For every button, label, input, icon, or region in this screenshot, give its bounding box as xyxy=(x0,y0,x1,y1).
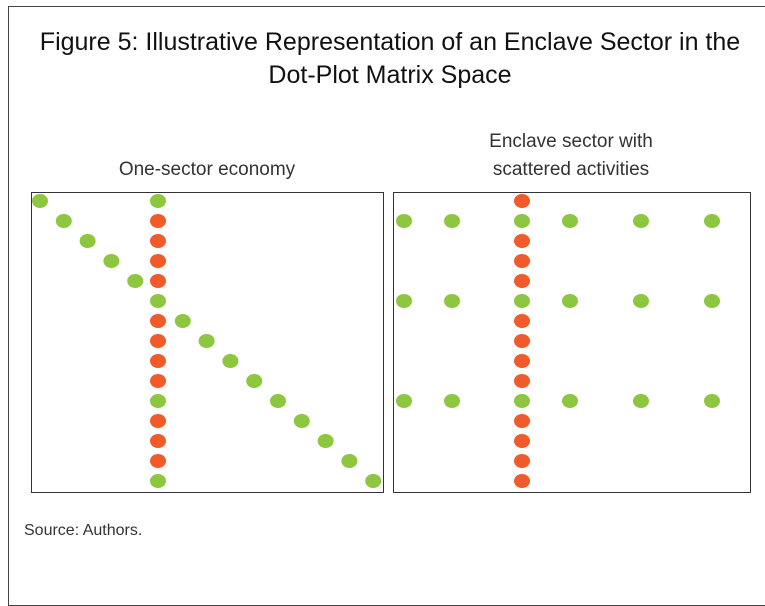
green-dot xyxy=(150,474,166,488)
figure-title: Figure 5: Illustrative Representation of… xyxy=(39,28,741,89)
red-dot xyxy=(514,414,530,428)
dots xyxy=(32,194,720,488)
red-dot xyxy=(150,254,166,268)
green-dot xyxy=(222,354,239,368)
red-dot xyxy=(514,374,530,388)
green-dot xyxy=(704,394,720,408)
red-dot xyxy=(514,354,530,368)
green-dot xyxy=(150,394,166,408)
page: Figure 5: Illustrative Representation of… xyxy=(8,6,765,606)
dot-plots xyxy=(31,192,751,493)
green-dot xyxy=(514,214,530,228)
red-dot xyxy=(150,354,166,368)
red-dot xyxy=(514,334,530,348)
red-dot xyxy=(514,194,530,208)
red-dot xyxy=(150,274,166,288)
source: Source: Authors. xyxy=(24,522,143,539)
panel-title: Enclave sector with scattered activities xyxy=(489,131,653,180)
green-dot xyxy=(704,214,720,228)
green-dot xyxy=(633,394,649,408)
red-dot xyxy=(150,434,166,448)
green-dot xyxy=(396,294,412,308)
green-dot xyxy=(79,234,96,248)
red-dot xyxy=(150,374,166,388)
green-dot xyxy=(444,294,460,308)
green-dot xyxy=(32,194,48,208)
green-dot xyxy=(562,394,578,408)
green-dot xyxy=(150,294,166,308)
green-dot xyxy=(633,294,649,308)
red-dot xyxy=(514,274,530,288)
green-dot xyxy=(365,474,382,488)
green-dot xyxy=(444,214,460,228)
red-dot xyxy=(150,454,166,468)
green-dot xyxy=(270,394,286,408)
panel-box xyxy=(393,192,751,493)
green-dot xyxy=(198,334,215,348)
green-dot xyxy=(562,294,578,308)
green-dot xyxy=(150,194,166,208)
panel-box xyxy=(31,192,384,493)
green-dot xyxy=(246,374,263,388)
green-dot xyxy=(704,294,720,308)
panel-title: One-sector economy xyxy=(118,159,296,180)
green-dot xyxy=(562,214,578,228)
red-dot xyxy=(514,314,530,328)
green-dot xyxy=(317,434,334,448)
red-dot xyxy=(514,474,530,488)
green-dot xyxy=(396,214,412,228)
red-dot xyxy=(150,414,166,428)
green-dot xyxy=(396,394,412,408)
red-dot xyxy=(150,314,166,328)
green-dot xyxy=(55,214,72,228)
red-dot xyxy=(150,234,166,248)
red-dot xyxy=(150,214,166,228)
red-dot xyxy=(514,254,530,268)
green-dot xyxy=(174,314,191,328)
green-dot xyxy=(444,394,460,408)
green-dot xyxy=(103,254,120,268)
green-dot xyxy=(633,214,649,228)
green-dot xyxy=(127,274,144,288)
red-dot xyxy=(514,454,530,468)
red-dot xyxy=(514,234,530,248)
red-dot xyxy=(514,434,530,448)
green-dot xyxy=(341,454,358,468)
green-dot xyxy=(514,394,530,408)
red-dot xyxy=(150,334,166,348)
green-dot xyxy=(514,294,530,308)
green-dot xyxy=(293,414,310,428)
